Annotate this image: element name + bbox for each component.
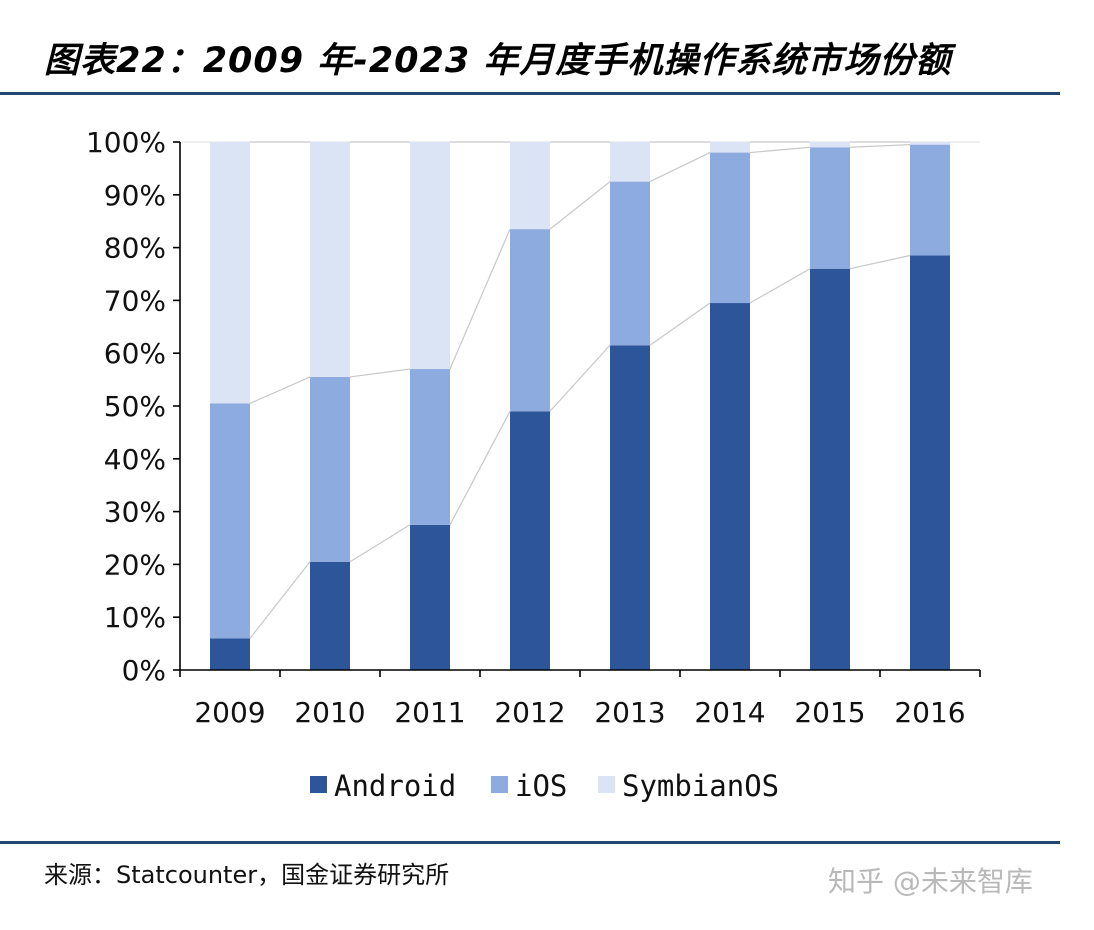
- series-line-android-2010: [349, 524, 411, 563]
- series-line-ios-2010: [349, 368, 411, 378]
- bar-android-2013: [610, 345, 650, 670]
- y-tick-label-5: 50%: [104, 390, 166, 423]
- series-line-android-2011: [449, 410, 511, 526]
- bar-symbianos-2009: [210, 142, 250, 404]
- y-tick-label-2: 20%: [104, 548, 166, 581]
- bottom-rule: [0, 841, 1060, 844]
- y-tick-label-0: 0%: [122, 654, 166, 687]
- x-tick-label-2011: 2011: [394, 696, 465, 729]
- y-tick-label-8: 80%: [104, 232, 166, 265]
- bar-ios-2011: [410, 369, 450, 525]
- bar-ios-2010: [310, 376, 350, 562]
- series-line-android-2014: [749, 268, 811, 304]
- bar-android-2011: [410, 524, 450, 670]
- series-line-ios-2015: [849, 144, 911, 148]
- bar-ios-2015: [810, 147, 850, 269]
- series-line-android-2009: [249, 561, 311, 639]
- y-tick-label-9: 90%: [104, 179, 166, 212]
- bar-android-2015: [810, 268, 850, 670]
- bar-ios-2014: [710, 152, 750, 304]
- series-line-ios-2013: [649, 152, 711, 183]
- series-line-ios-2014: [749, 146, 811, 154]
- bar-symbianos-2012: [510, 142, 550, 230]
- y-tick-label-3: 30%: [104, 496, 166, 529]
- legend-swatch-ios: [491, 776, 508, 793]
- y-tick-label-4: 40%: [104, 443, 166, 476]
- y-tick-label-1: 10%: [104, 601, 166, 634]
- bar-symbianos-2010: [310, 142, 350, 377]
- y-tick-label-10: 100%: [86, 126, 166, 159]
- x-tick-label-2013: 2013: [594, 696, 665, 729]
- legend-label-symbianos: SymbianOS: [622, 769, 779, 803]
- series-line-ios-2011: [449, 228, 511, 370]
- top-rule: [0, 92, 1060, 95]
- series-line-android-2015: [849, 254, 911, 270]
- x-tick-label-2009: 2009: [194, 696, 265, 729]
- x-tick-label-2016: 2016: [894, 696, 965, 729]
- legend-label-ios: iOS: [515, 769, 567, 803]
- bar-symbianos-2015: [810, 142, 850, 148]
- x-tick-label-2010: 2010: [294, 696, 365, 729]
- series-line-android-2012: [549, 344, 611, 412]
- bar-symbianos-2016: [910, 142, 950, 145]
- y-tick-label-6: 60%: [104, 337, 166, 370]
- source-note: 来源：Statcounter，国金证券研究所: [44, 861, 450, 889]
- series-line-ios-2012: [549, 181, 611, 230]
- y-tick-label-7: 70%: [104, 284, 166, 317]
- bar-symbianos-2014: [710, 142, 750, 153]
- series-line-ios-2009: [249, 376, 311, 404]
- bar-android-2016: [910, 255, 950, 670]
- bar-android-2012: [510, 411, 550, 670]
- x-tick-label-2012: 2012: [494, 696, 565, 729]
- bar-ios-2016: [910, 144, 950, 256]
- bar-symbianos-2011: [410, 142, 450, 370]
- legend-swatch-android: [310, 776, 327, 793]
- series-line-android-2013: [649, 302, 711, 346]
- x-tick-label-2014: 2014: [694, 696, 765, 729]
- bar-ios-2013: [610, 181, 650, 346]
- bar-symbianos-2013: [610, 142, 650, 182]
- bar-android-2010: [310, 561, 350, 670]
- bar-android-2009: [210, 638, 250, 670]
- watermark: 知乎 @未来智库: [828, 865, 1033, 898]
- bar-ios-2009: [210, 403, 250, 639]
- legend-swatch-symbianos: [598, 776, 615, 793]
- legend-label-android: Android: [334, 769, 456, 803]
- x-tick-label-2015: 2015: [794, 696, 865, 729]
- bar-android-2014: [710, 303, 750, 670]
- chart-title: 图表22：2009 年-2023 年月度手机操作系统市场份额: [44, 41, 952, 81]
- bar-ios-2012: [510, 229, 550, 412]
